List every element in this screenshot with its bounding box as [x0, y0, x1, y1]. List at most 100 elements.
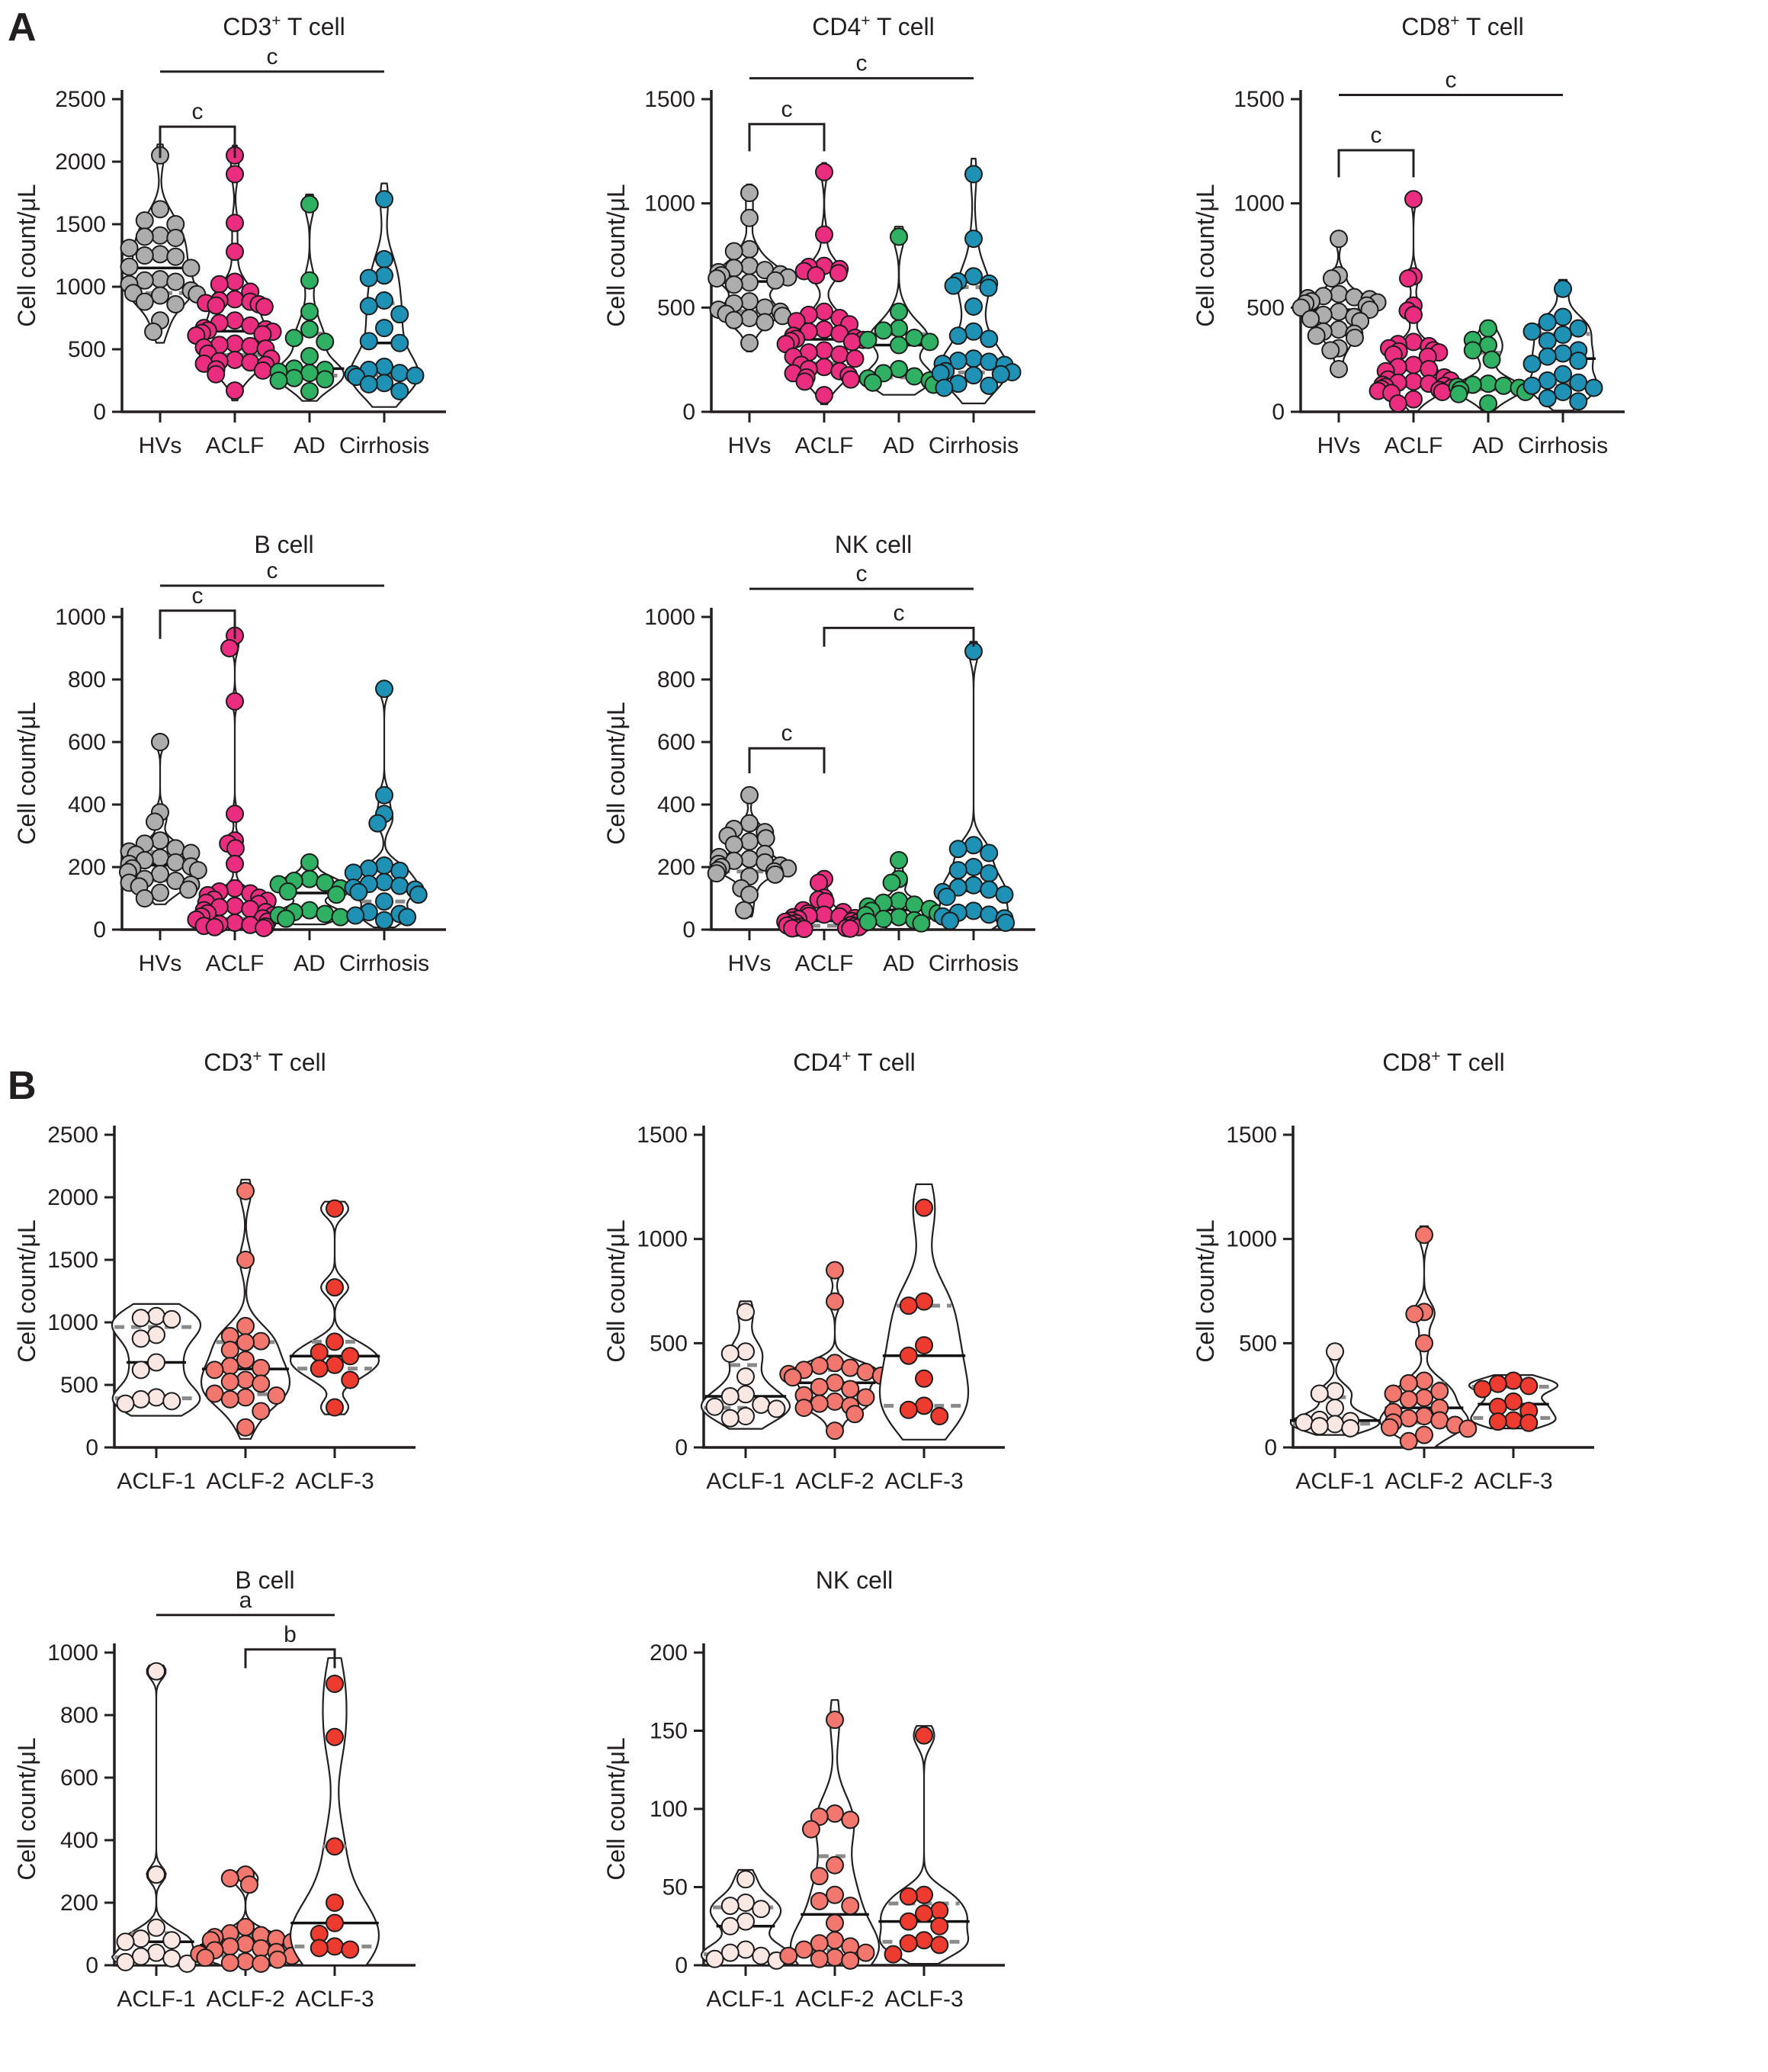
data-point [1519, 1377, 1539, 1396]
y-tick-label: 1000 [47, 1310, 98, 1335]
data-point [1415, 1407, 1433, 1425]
x-category-label: HVs [139, 433, 182, 458]
y-axis-title: Cell count/μL [1192, 1219, 1219, 1362]
violin-ACLF-3 [1468, 1371, 1559, 1432]
x-category-label: ACLF-1 [117, 1469, 195, 1494]
data-point [810, 1377, 829, 1396]
data-point [810, 1891, 829, 1910]
data-point [341, 1940, 360, 1959]
data-point [375, 679, 393, 699]
data-point [210, 275, 229, 294]
data-point [1523, 322, 1542, 341]
x-category-label: Cirrhosis [929, 951, 1019, 976]
data-point [368, 814, 387, 833]
data-point [841, 1380, 860, 1399]
data-point [144, 323, 163, 342]
significance-label: c [267, 558, 278, 583]
violin-plot-b-cd4-t-cell: CD4+ T cell Cell count/μL 0 500 1000 1500 ACLF… [602, 1048, 1005, 1494]
data-point [980, 843, 999, 863]
data-point [899, 1346, 918, 1365]
data-point [930, 1407, 949, 1425]
data-point [147, 1662, 165, 1681]
data-point [899, 1934, 918, 1953]
violin-outline [289, 1200, 380, 1415]
data-point [116, 1952, 135, 1971]
violin-plot-a-b-cell: B cell Cell count/μL 0 200 400 600 800 1000 HVs A… [13, 531, 446, 976]
data-point [935, 378, 954, 397]
x-category-label: ACLF-2 [206, 1987, 284, 2012]
data-point [326, 1675, 344, 1693]
data-point [740, 333, 759, 352]
x-category-label: ACLF-3 [884, 1987, 963, 2012]
data-point [252, 1954, 271, 1973]
violin-Cirrhosis [344, 679, 428, 930]
data-point [810, 1934, 829, 1953]
violin-ACLF [776, 869, 872, 939]
data-point [815, 320, 833, 339]
data-point [801, 1820, 820, 1839]
data-point [236, 1418, 255, 1437]
data-point [1430, 1382, 1449, 1401]
axes: 0 500 1000 1500 ACLF-1 ACLF-2 ACLF-3 [637, 1123, 1005, 1494]
data-point [300, 364, 319, 383]
data-point [1341, 1418, 1360, 1438]
data-point [964, 836, 983, 855]
data-point [736, 1894, 755, 1912]
data-point [120, 239, 139, 258]
data-point [964, 267, 983, 286]
data-point [1307, 326, 1326, 345]
y-axis-title: Cell count/μL [1192, 184, 1219, 326]
data-point [116, 1394, 135, 1413]
x-category-label: ACLF-2 [206, 1469, 284, 1494]
data-point [874, 321, 893, 340]
data-point [1433, 383, 1452, 402]
data-point [1330, 359, 1348, 378]
data-point [151, 733, 169, 751]
data-point [826, 1885, 844, 1904]
y-tick-label: 1000 [55, 275, 106, 300]
y-tick-label: 100 [650, 1797, 688, 1822]
x-category-label: ACLF [206, 951, 265, 976]
significance-label: c [192, 583, 204, 609]
data-point [890, 908, 908, 927]
y-tick-label: 1500 [55, 212, 106, 237]
data-point [147, 1388, 165, 1407]
data-point [300, 347, 319, 366]
data-point [740, 832, 759, 851]
data-point [810, 1949, 829, 1968]
data-point [964, 349, 983, 368]
violin-ACLF-1 [1289, 1342, 1381, 1438]
data-point [1404, 372, 1423, 391]
significance-label: a [239, 1588, 252, 1613]
data-point [326, 1355, 344, 1374]
data-point [826, 1421, 844, 1441]
data-point [327, 885, 346, 904]
significance-bar: b [244, 1622, 336, 1669]
data-point [226, 311, 244, 330]
x-category-label: Cirrhosis [929, 433, 1019, 458]
data-point [300, 271, 319, 290]
data-point [905, 367, 924, 386]
x-category-label: ACLF [206, 433, 265, 458]
data-point [980, 864, 999, 883]
data-point [964, 901, 983, 920]
data-point [815, 358, 833, 377]
x-category-label: AD [294, 433, 326, 458]
data-point [830, 345, 849, 364]
data-point [1404, 190, 1423, 209]
data-point [720, 1409, 740, 1428]
data-point [151, 865, 169, 884]
data-point [220, 1341, 239, 1360]
violin-plot-a-cd8-t-cell: CD8+ T cell Cell count/μL 0 500 1000 1500 HVs A… [1192, 12, 1625, 458]
data-point [220, 1869, 239, 1888]
violin-AD [269, 853, 350, 928]
significance-bar: c [749, 51, 974, 80]
data-point [1584, 378, 1603, 397]
data-point [740, 184, 759, 202]
panel-a-label: A [8, 5, 37, 50]
significance-bar: c [159, 99, 236, 159]
data-point [1479, 394, 1497, 413]
y-tick-label: 50 [663, 1875, 688, 1900]
data-point [236, 1370, 255, 1389]
data-point [253, 361, 272, 380]
